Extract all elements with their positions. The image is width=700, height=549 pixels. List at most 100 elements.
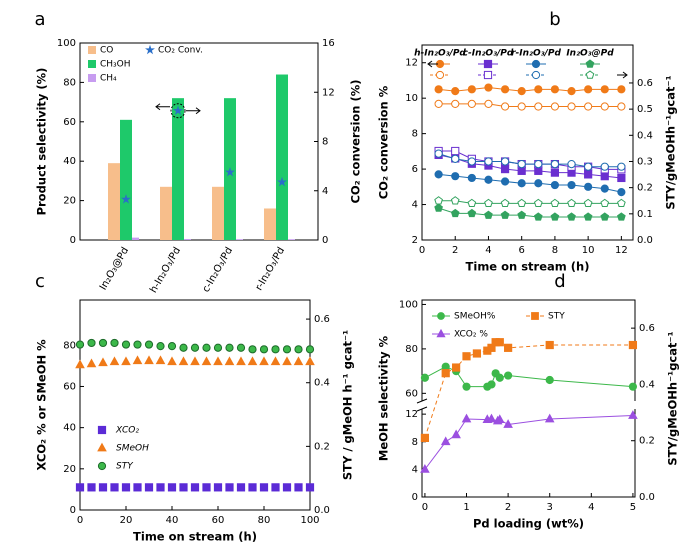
point-marker — [98, 357, 108, 367]
point-marker — [517, 198, 527, 208]
point-marker — [534, 85, 543, 94]
x-tick-label: r-In₂O₃/Pd — [254, 246, 288, 293]
point-marker — [271, 345, 280, 354]
point-marker — [617, 102, 626, 111]
y-tick-label: 100 — [399, 299, 418, 310]
point-marker — [500, 85, 510, 94]
point-marker — [600, 198, 610, 208]
point-marker — [628, 382, 638, 391]
y-axis-label: XCO₂ % or SMeOH % — [35, 339, 49, 471]
series-line — [438, 207, 622, 218]
series-line — [438, 200, 622, 204]
point-marker — [155, 355, 166, 365]
point-marker — [533, 212, 543, 221]
point-marker — [451, 429, 461, 439]
x-tick-label: 0 — [422, 502, 428, 513]
point-marker — [144, 355, 154, 365]
y-tick-label: 0 — [70, 235, 76, 246]
point-marker — [550, 159, 560, 169]
point-marker — [75, 483, 85, 492]
y-tick-label: 60 — [405, 388, 418, 399]
legend-label: SMeOH — [116, 444, 149, 454]
point-marker — [420, 373, 430, 382]
point-marker — [132, 355, 143, 365]
legend-label: CO — [100, 46, 113, 56]
point-marker — [236, 483, 246, 492]
point-marker — [450, 196, 460, 205]
y2-tick-label: 0.1 — [637, 209, 653, 220]
point-marker — [617, 198, 626, 208]
legend-marker — [145, 44, 155, 55]
y2-tick-label: 0.0 — [314, 505, 330, 516]
legend-label: STY — [116, 462, 134, 472]
arrow-right — [186, 107, 201, 115]
point-marker — [190, 343, 200, 352]
series-line — [438, 87, 622, 92]
point-marker — [628, 410, 638, 419]
point-marker — [600, 212, 610, 221]
point-marker — [434, 203, 443, 212]
x-tick-label: 5 — [630, 502, 636, 513]
point-marker — [121, 194, 131, 204]
series-line — [438, 103, 622, 108]
y2-tick-label: 0.4 — [637, 130, 653, 141]
point-marker — [294, 483, 303, 492]
point-marker — [472, 349, 482, 358]
y2-tick-label: 0.3 — [637, 156, 653, 167]
point-marker — [451, 172, 460, 181]
point-marker — [451, 154, 460, 163]
point-marker — [517, 179, 526, 188]
point-marker — [420, 433, 430, 442]
y-tick-label: 0 — [70, 505, 76, 516]
y-tick-label: 80 — [63, 77, 76, 88]
x-axis-label: Time on stream (h) — [466, 260, 590, 274]
point-marker — [434, 149, 443, 158]
legend-marker — [435, 70, 445, 80]
point-marker — [236, 343, 246, 352]
y2-tick-label: 0.4 — [639, 379, 655, 390]
point-marker — [441, 369, 450, 378]
arrow-left — [427, 60, 438, 68]
point-marker — [282, 345, 292, 354]
plot-frame — [79, 299, 311, 511]
legend-marker — [585, 59, 595, 68]
point-marker — [201, 356, 212, 366]
point-marker — [110, 338, 119, 348]
point-marker — [179, 483, 188, 492]
point-marker — [420, 464, 430, 473]
y-tick-label: 20 — [63, 196, 76, 207]
y2-tick-label: 0.0 — [639, 492, 655, 503]
series-line — [438, 173, 622, 193]
legend-marker — [483, 70, 493, 80]
legend-label: r-In₂O₃/Pd — [511, 49, 561, 59]
y-tick-label: 6 — [412, 164, 418, 175]
x-axis-label: Time on stream (h) — [133, 530, 257, 544]
legend-marker — [436, 328, 446, 338]
point-marker — [225, 167, 235, 177]
point-marker — [567, 86, 576, 96]
y2-axis-label: CO₂ conversion (%) — [349, 79, 363, 203]
point-marker — [98, 338, 108, 348]
point-marker — [600, 85, 609, 94]
y2-tick-label: 0.5 — [637, 104, 653, 115]
legend-swatch — [88, 46, 96, 54]
axis-break-gap — [419, 401, 425, 409]
point-marker — [550, 212, 560, 221]
point-marker — [550, 85, 560, 94]
point-marker — [544, 413, 555, 423]
point-marker — [75, 359, 85, 369]
y2-tick-label: 0 — [322, 235, 328, 246]
point-marker — [277, 176, 287, 187]
point-marker — [617, 162, 626, 171]
point-marker — [517, 166, 526, 175]
y-axis-label: CO₂ conversion % — [377, 85, 391, 199]
point-marker — [467, 157, 476, 166]
point-marker — [86, 358, 97, 368]
y-tick-label: 4 — [412, 200, 418, 211]
point-marker — [133, 340, 142, 349]
point-marker — [225, 343, 234, 352]
x-tick-label: 100 — [300, 515, 319, 526]
bar — [276, 74, 288, 241]
point-marker — [305, 483, 315, 492]
y-tick-label: 100 — [57, 38, 76, 49]
